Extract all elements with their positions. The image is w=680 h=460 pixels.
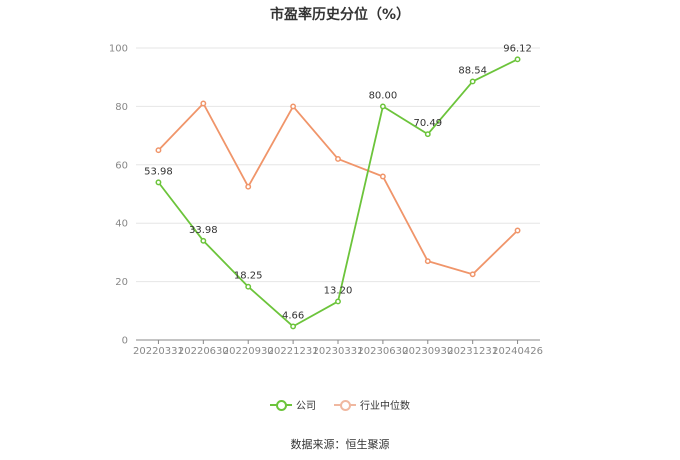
- x-tick-label: 20221231: [268, 346, 319, 357]
- data-point: [245, 183, 252, 190]
- series-layer: [155, 56, 521, 330]
- data-labels: 53.98 33.98 18.25 4.66 13.20 80.00 70.49 88.54 9…: [144, 43, 532, 321]
- x-tick-label: 20230630: [357, 346, 408, 357]
- y-tick-label: 80: [115, 102, 128, 113]
- legend-symbol-industry-median: [334, 399, 356, 411]
- data-label: 18.25: [234, 271, 263, 282]
- legend-item-industry-median[interactable]: 行业中位数: [334, 397, 410, 412]
- data-point: [335, 298, 341, 305]
- gridlines: [136, 47, 540, 283]
- data-point: [245, 283, 252, 290]
- y-tick-label: 100: [109, 44, 128, 55]
- data-point: [469, 78, 476, 85]
- y-tick-label: 60: [115, 160, 128, 171]
- data-label: 88.54: [458, 65, 487, 76]
- y-tick-label: 40: [115, 219, 128, 230]
- data-point: [469, 271, 476, 278]
- legend-label-company: 公司: [296, 401, 316, 412]
- data-point: [155, 179, 162, 186]
- x-tick-label: 20231231: [447, 346, 498, 357]
- data-label: 70.49: [413, 118, 442, 129]
- data-label: 4.66: [282, 310, 304, 321]
- x-tick-label: 20220930: [223, 346, 274, 357]
- data-point: [335, 156, 341, 162]
- x-tick-label: 20220331: [133, 346, 184, 357]
- data-label: 53.98: [144, 166, 173, 177]
- y-tick-label: 0: [122, 336, 128, 347]
- data-source: 数据来源：恒生聚源: [290, 438, 390, 451]
- data-point: [379, 103, 386, 110]
- data-point: [290, 323, 297, 330]
- data-label: 13.20: [324, 285, 353, 296]
- data-point: [155, 147, 162, 154]
- x-tick-label: 20230331: [313, 346, 364, 357]
- data-point: [379, 173, 386, 180]
- data-point: [514, 227, 521, 234]
- legend: 公司 行业中位数: [0, 397, 680, 412]
- y-axis-ticks: 0 20 40 60 80 100: [109, 44, 128, 347]
- data-point: [290, 103, 297, 110]
- data-label: 96.12: [503, 43, 532, 54]
- x-axis: 2022033120220630202209302022123120230331…: [133, 339, 543, 357]
- x-tick-label: 20240426: [492, 346, 543, 357]
- legend-item-company[interactable]: 公司: [270, 397, 316, 412]
- x-tick-label: 20230930: [402, 346, 453, 357]
- data-point: [514, 56, 521, 63]
- data-point: [424, 131, 431, 138]
- legend-symbol-company: [270, 399, 292, 411]
- data-point: [200, 237, 207, 244]
- legend-label-industry-median: 行业中位数: [360, 401, 410, 412]
- data-point: [424, 258, 431, 265]
- data-label: 80.00: [369, 90, 398, 101]
- data-point: [200, 100, 207, 107]
- chart-title: 市盈率历史分位（%）: [269, 7, 411, 23]
- y-tick-label: 20: [115, 277, 128, 288]
- series-line-1: [157, 102, 519, 276]
- x-tick-label: 20220630: [178, 346, 229, 357]
- data-label: 33.98: [189, 225, 218, 236]
